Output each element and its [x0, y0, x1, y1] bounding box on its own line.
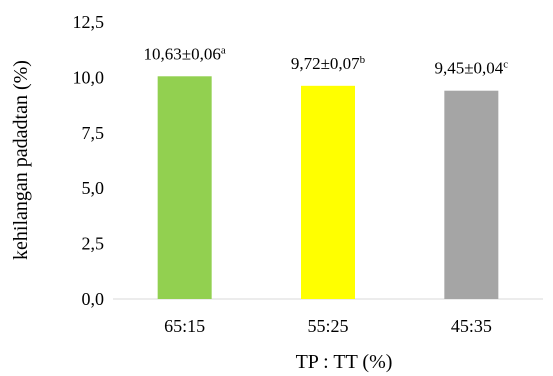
y-tick-label: 7,5 [82, 123, 105, 143]
bars [157, 76, 499, 300]
y-tick-label: 12,5 [73, 12, 105, 32]
bar-1 [157, 76, 212, 300]
x-axis-categories: 65:15 55:25 45:35 [164, 316, 492, 336]
data-label-1: 10,63±0,06a [144, 44, 226, 63]
x-category-label-3: 45:35 [451, 316, 492, 336]
data-labels: 10,63±0,06a 9,72±0,07b 9,45±0,04c [144, 44, 509, 77]
y-axis-title: kehilangan padadtan (%) [10, 60, 32, 260]
data-label-3: 9,45±0,04c [434, 59, 508, 78]
bar-2 [301, 85, 355, 299]
data-label-2: 9,72±0,07b [291, 54, 366, 73]
y-axis-ticks: 0,0 2,5 5,0 7,5 10,0 12,5 [73, 12, 105, 309]
y-tick-label: 10,0 [73, 67, 105, 87]
y-tick-label: 5,0 [82, 178, 105, 198]
bar-3 [444, 90, 499, 299]
y-tick-label: 0,0 [82, 289, 105, 309]
y-tick-label: 2,5 [82, 234, 105, 254]
x-axis-title: TP : TT (%) [296, 351, 393, 373]
x-category-label-1: 65:15 [164, 316, 205, 336]
x-category-label-2: 55:25 [307, 316, 348, 336]
